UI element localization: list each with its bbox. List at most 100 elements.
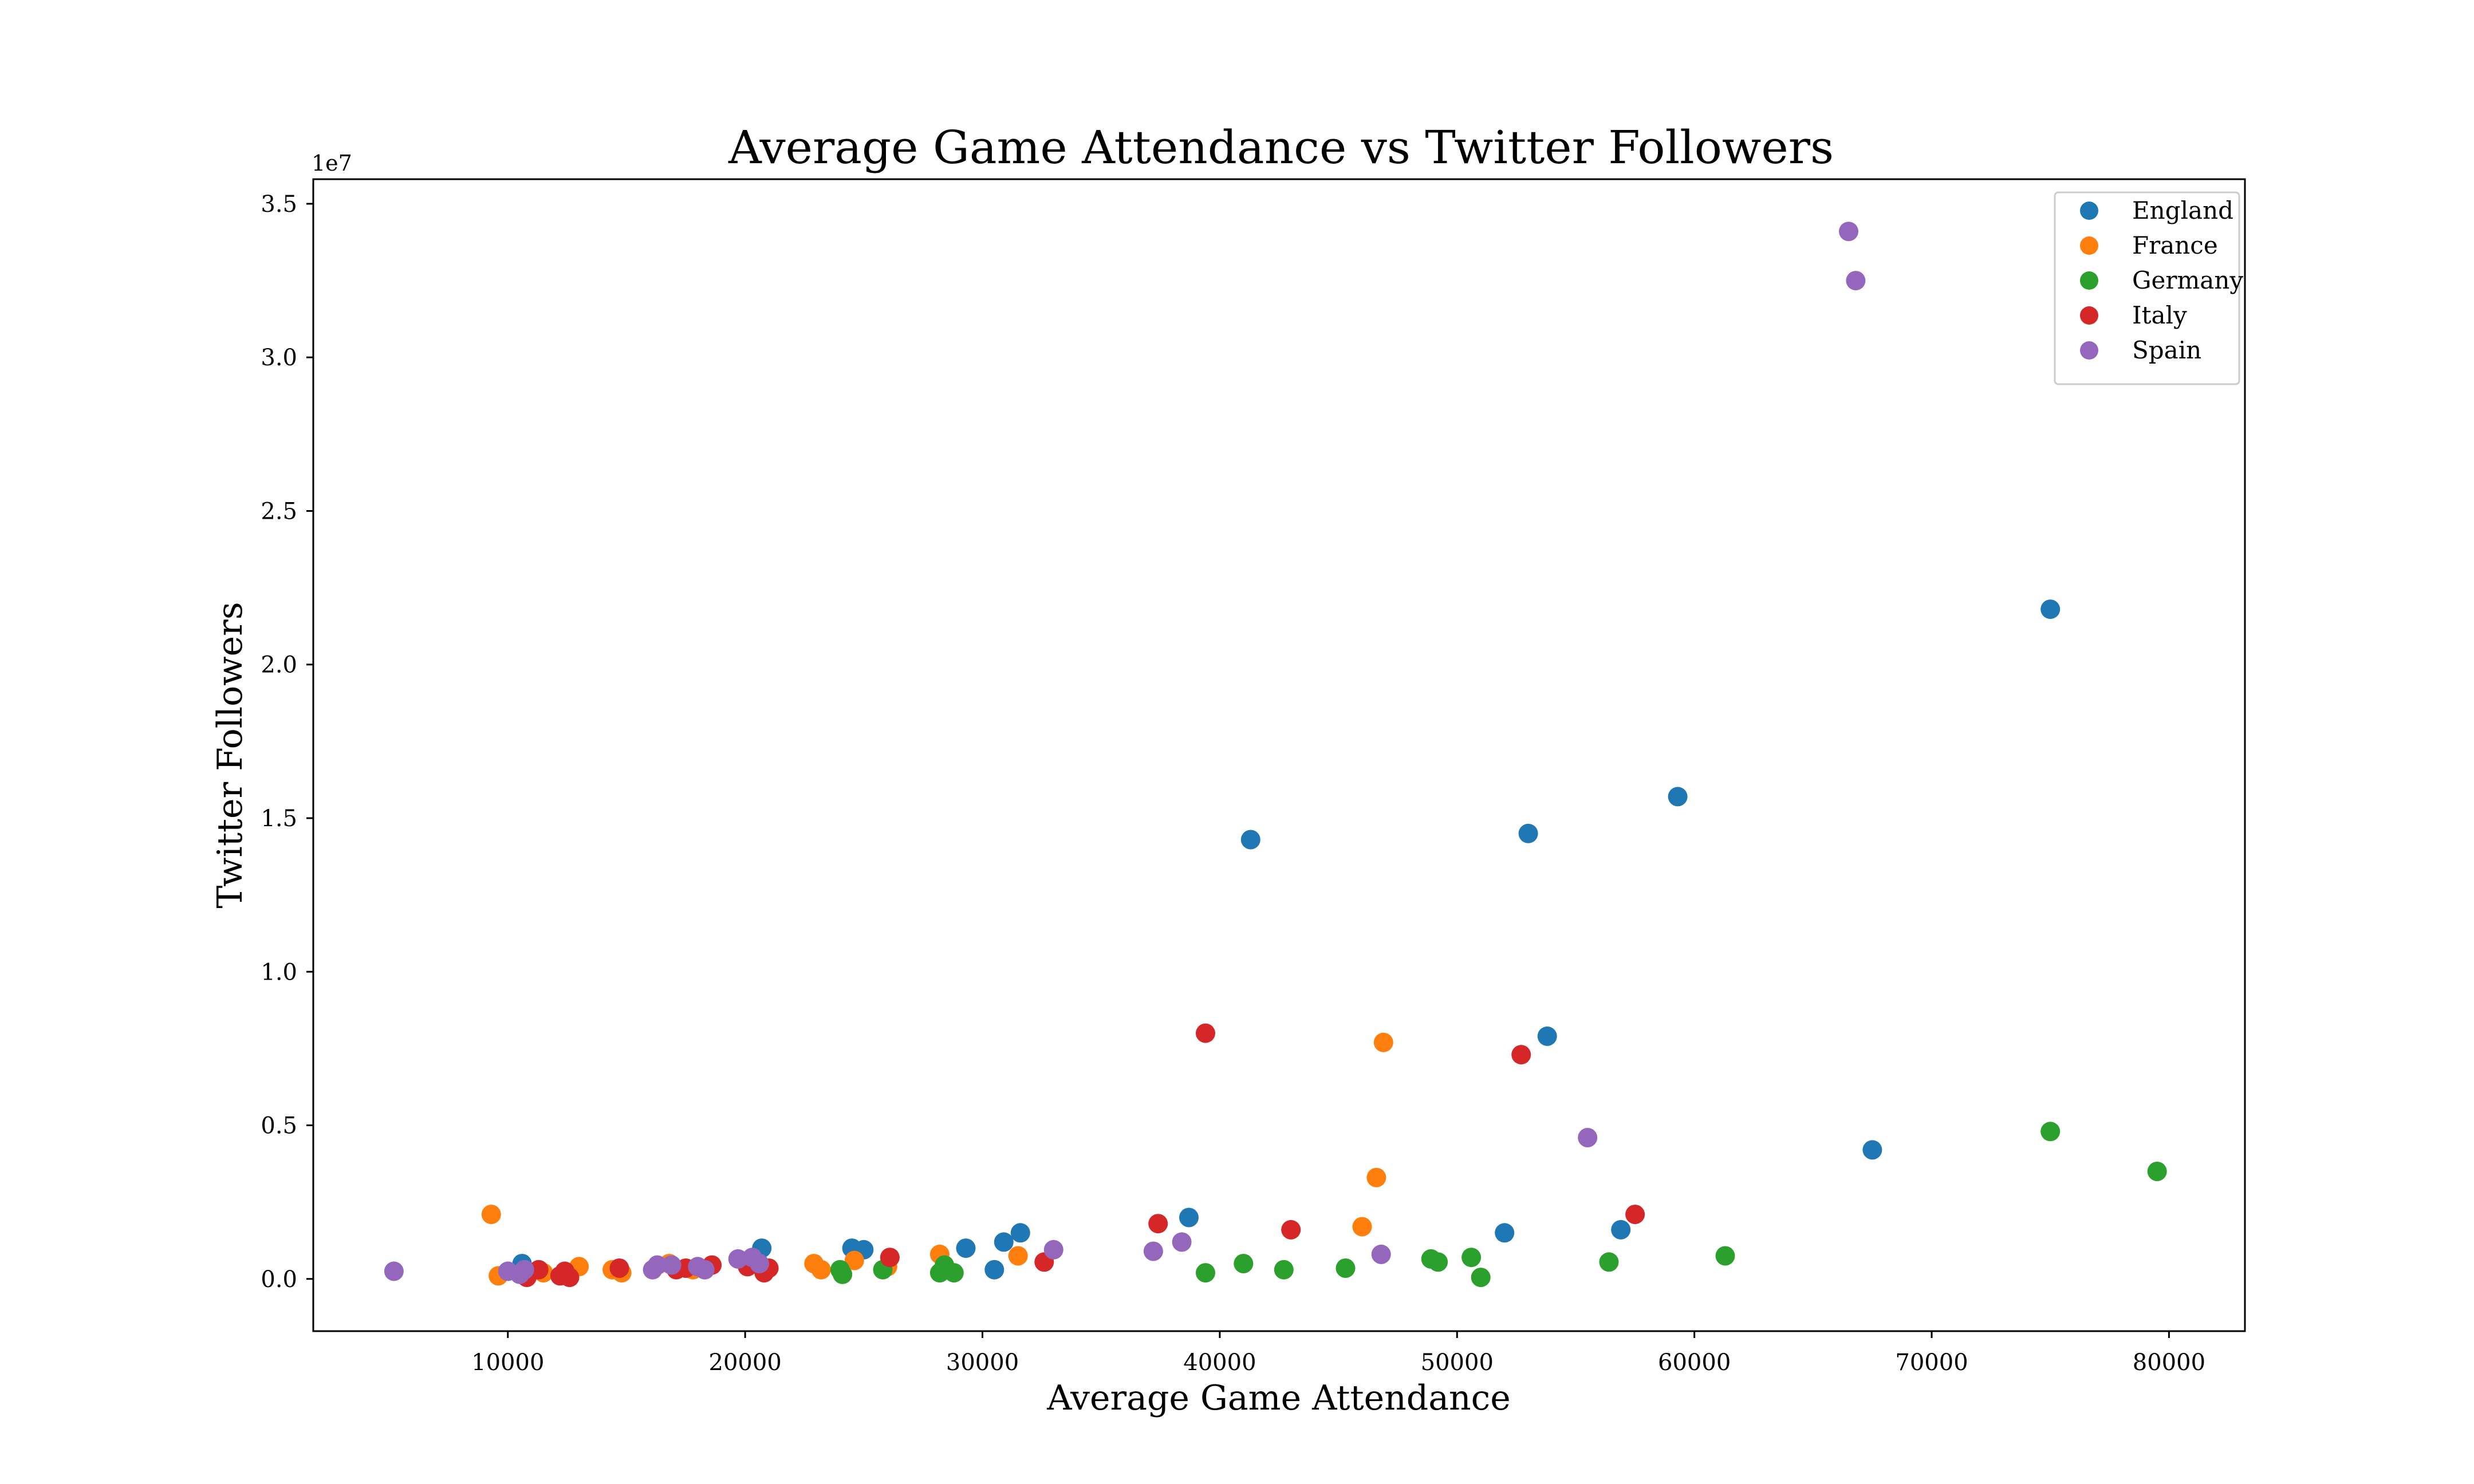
y-tick-label: 3.0 <box>261 345 297 371</box>
data-point <box>514 1260 534 1280</box>
data-points <box>384 222 2167 1288</box>
legend-label: Spain <box>2132 336 2201 364</box>
data-point <box>956 1238 976 1258</box>
data-point <box>1839 222 1858 242</box>
y-tick-label: 2.5 <box>261 498 297 524</box>
data-point <box>1043 1240 1063 1260</box>
data-point <box>2147 1162 2167 1181</box>
x-tick-label: 80000 <box>2133 1349 2205 1376</box>
legend-label: Italy <box>2132 301 2187 329</box>
legend-item: Germany <box>2080 266 2243 294</box>
data-point <box>647 1255 667 1275</box>
legend-marker <box>2080 202 2098 220</box>
data-point <box>1461 1248 1482 1268</box>
data-point <box>1352 1217 1372 1237</box>
legend-label: Germany <box>2132 266 2243 294</box>
data-point <box>1599 1252 1619 1272</box>
x-tick-label: 40000 <box>1183 1349 1256 1376</box>
data-point <box>811 1260 831 1280</box>
series-england <box>512 599 2061 1280</box>
y-axis-ticks: 0.0 0.5 1.0 1.5 2.0 2.5 3.0 3.5 <box>261 191 313 1293</box>
data-point <box>2040 1122 2061 1142</box>
data-point <box>984 1260 1004 1280</box>
data-point <box>1179 1207 1199 1228</box>
data-point <box>1274 1260 1294 1280</box>
data-point <box>1371 1244 1391 1264</box>
y-tick-label: 1.5 <box>261 806 297 832</box>
legend: England France Germany Italy Spain <box>2054 191 2243 385</box>
series-germany <box>830 1122 2167 1288</box>
data-point <box>661 1255 681 1275</box>
data-point <box>1010 1223 1030 1243</box>
data-point <box>1625 1205 1645 1225</box>
data-point <box>750 1254 769 1273</box>
y-offset-label: 1e7 <box>312 151 352 176</box>
data-point <box>1336 1258 1356 1278</box>
data-point <box>2040 599 2061 619</box>
y-tick-label: 0.0 <box>261 1266 297 1293</box>
data-point <box>1143 1241 1163 1261</box>
data-point <box>560 1268 580 1288</box>
y-tick-label: 3.5 <box>261 191 297 218</box>
data-point <box>1172 1232 1192 1252</box>
legend-label: England <box>2132 196 2233 224</box>
plot-frame <box>312 178 2246 1332</box>
data-point <box>609 1258 629 1278</box>
data-point <box>695 1260 715 1280</box>
data-point <box>1196 1263 1215 1283</box>
data-point <box>1196 1023 1215 1043</box>
legend-marker <box>2080 341 2098 360</box>
legend-label: France <box>2132 231 2218 259</box>
data-point <box>1471 1268 1491 1288</box>
data-point <box>1537 1026 1557 1046</box>
series-spain <box>384 222 1866 1284</box>
x-tick-label: 50000 <box>1421 1349 1494 1376</box>
x-tick-label: 10000 <box>471 1349 544 1376</box>
data-point <box>844 1250 864 1270</box>
y-tick-label: 0.5 <box>261 1113 297 1139</box>
data-point <box>1366 1167 1386 1187</box>
data-point <box>384 1261 404 1281</box>
data-point <box>529 1260 549 1280</box>
x-axis-label: Average Game Attendance <box>1046 1378 1511 1418</box>
data-point <box>1240 830 1260 850</box>
data-point <box>1008 1246 1028 1266</box>
x-axis-ticks: 10000 20000 30000 40000 50000 60000 70000 80000 <box>471 1331 2205 1376</box>
data-point <box>1846 271 1866 291</box>
y-tick-label: 1.0 <box>261 959 297 985</box>
legend-item: Spain <box>2080 336 2201 364</box>
legend-item: England <box>2080 196 2233 224</box>
data-point <box>1428 1252 1448 1272</box>
legend-frame <box>2054 191 2240 385</box>
data-point <box>1234 1254 1254 1273</box>
y-axis-label: Twitter Followers <box>210 602 250 908</box>
legend-marker <box>2080 236 2098 255</box>
data-point <box>1148 1214 1168 1234</box>
data-point <box>1281 1219 1301 1240</box>
legend-marker <box>2080 271 2098 290</box>
data-point <box>1578 1128 1598 1147</box>
x-tick-label: 30000 <box>946 1349 1019 1376</box>
chart-title: Average Game Attendance vs Twitter Follo… <box>728 121 1834 174</box>
data-point <box>1862 1140 1882 1160</box>
x-tick-label: 70000 <box>1895 1349 1968 1376</box>
x-tick-label: 20000 <box>709 1349 782 1376</box>
data-point <box>1518 823 1538 843</box>
data-point <box>481 1205 501 1225</box>
data-point <box>1373 1032 1393 1052</box>
legend-item: Italy <box>2080 301 2187 329</box>
data-point <box>1511 1045 1531 1065</box>
data-point <box>1611 1219 1631 1240</box>
legend-item: France <box>2080 231 2218 259</box>
legend-marker <box>2080 306 2098 325</box>
data-point <box>728 1249 748 1269</box>
data-point <box>880 1248 900 1268</box>
data-point <box>944 1263 964 1283</box>
x-tick-label: 60000 <box>1658 1349 1731 1376</box>
data-point <box>1495 1223 1515 1243</box>
y-tick-label: 2.0 <box>261 652 297 678</box>
data-point <box>1668 787 1688 807</box>
data-point <box>1715 1246 1735 1266</box>
data-point <box>994 1232 1014 1252</box>
